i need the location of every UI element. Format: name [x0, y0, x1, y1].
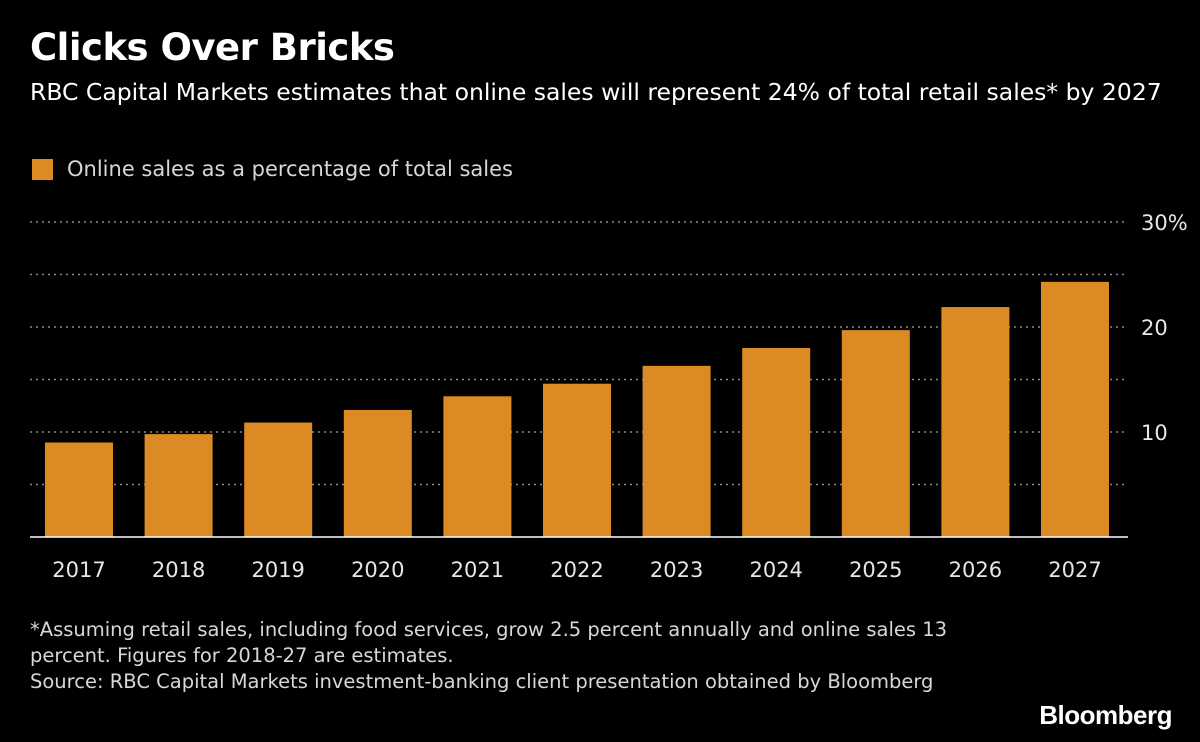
bar-chart: 10 20 30% 2017 2018 2019 2020 2021 2022 2023 2024 2…: [30, 211, 1188, 582]
bar-2025: [841, 330, 910, 537]
bar-2019: [244, 422, 313, 537]
bar-2017: [45, 442, 113, 537]
legend: Online sales as a percentage of total sa…: [32, 157, 513, 181]
footnote-note: *Assuming retail sales, including food s…: [30, 618, 954, 667]
chart-subtitle: RBC Capital Markets estimates that onlin…: [30, 78, 1162, 106]
x-tick-label: 2022: [550, 558, 603, 582]
y-tick-label: 20: [1141, 316, 1168, 340]
footnote-source: Source: RBC Capital Markets investment-b…: [30, 670, 934, 693]
x-tick-label: 2026: [949, 558, 1002, 582]
bars: [45, 281, 1109, 537]
legend-label: Online sales as a percentage of total sa…: [67, 157, 513, 181]
bar-2023: [642, 365, 711, 537]
chart-title: Clicks Over Bricks: [30, 26, 395, 69]
x-tick-label: 2017: [52, 558, 105, 582]
bar-2022: [543, 383, 611, 537]
x-tick-label: 2024: [749, 558, 802, 582]
bar-2021: [443, 396, 512, 537]
y-tick-label: 30%: [1141, 211, 1188, 235]
x-tick-label: 2023: [650, 558, 703, 582]
legend-swatch: [32, 158, 53, 180]
bar-2026: [941, 307, 1010, 537]
x-tick-label: 2021: [451, 558, 504, 582]
x-tick-label: 2025: [849, 558, 902, 582]
bar-2024: [742, 348, 811, 537]
x-tick-label: 2020: [351, 558, 404, 582]
x-tick-label: 2027: [1048, 558, 1101, 582]
bloomberg-logo: Bloomberg: [1039, 700, 1172, 730]
bar-2027: [1041, 281, 1109, 537]
x-tick-label: 2019: [251, 558, 304, 582]
axes: 10 20 30% 2017 2018 2019 2020 2021 2022 2023 2024 2…: [30, 211, 1188, 582]
bar-2020: [343, 409, 412, 537]
x-tick-label: 2018: [152, 558, 205, 582]
y-tick-label: 10: [1141, 421, 1168, 445]
footnote: *Assuming retail sales, including food s…: [30, 617, 980, 695]
bar-2018: [144, 434, 213, 537]
